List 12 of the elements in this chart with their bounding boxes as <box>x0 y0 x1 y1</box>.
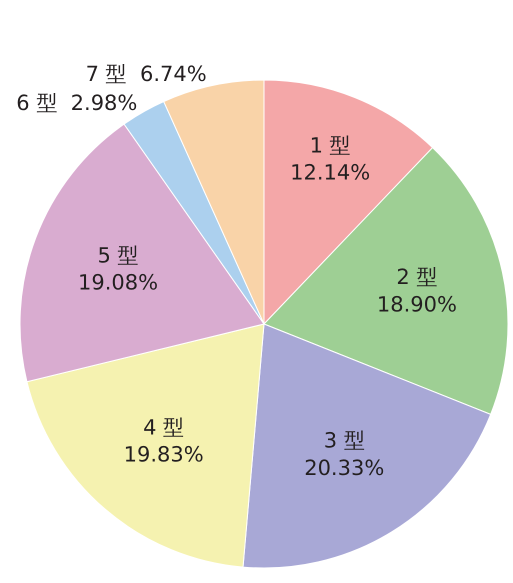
data-label: 20.33% <box>304 456 384 480</box>
data-label: 19.08% <box>78 270 158 295</box>
slice-label: 6 型 2.98% <box>16 90 138 115</box>
slice-label: 7 型 6.74% <box>86 62 207 86</box>
slice-label: 2 型 <box>396 265 438 290</box>
slice-label: 1 型 <box>310 133 351 158</box>
slice-label: 5 型 <box>98 243 139 268</box>
slice-label: 4 型 <box>143 415 184 440</box>
data-label: 18.90% <box>376 292 457 316</box>
data-label: 19.83% <box>124 442 204 467</box>
slice-label: 3 型 <box>324 428 365 452</box>
data-label: 12.14% <box>290 160 370 185</box>
